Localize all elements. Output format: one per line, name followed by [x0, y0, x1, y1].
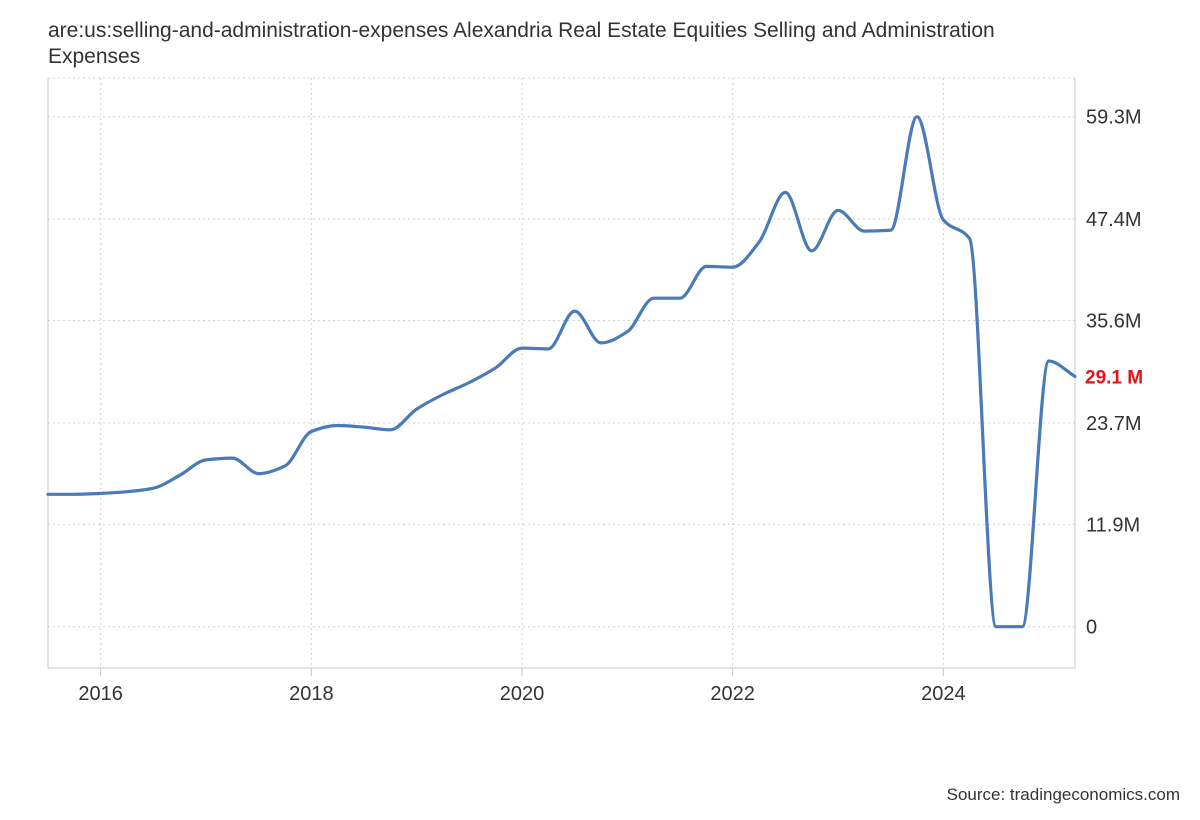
x-tick-label: 2024: [921, 683, 966, 705]
x-tick-label: 2016: [78, 683, 123, 705]
chart-title: are:us:selling-and-administration-expens…: [48, 19, 995, 68]
x-tick-label: 2020: [500, 683, 545, 705]
y-tick-label: 59.3M: [1086, 107, 1142, 129]
x-tick-label: 2022: [710, 683, 755, 705]
grid-lines: [48, 77, 1075, 668]
y-tick-label: 11.9M: [1086, 514, 1140, 536]
y-tick-label: 0: [1086, 617, 1097, 639]
series-layer: [46, 115, 1077, 629]
series-line: [46, 115, 1077, 629]
y-tick-label: 47.4M: [1086, 209, 1142, 231]
source-credit: Source: tradingeconomics.com: [946, 785, 1180, 804]
y-tick-label: 35.6M: [1086, 311, 1142, 333]
y-tick-label: 23.7M: [1086, 413, 1142, 435]
tick-labels: 0 11.9M 23.7M 35.6M 47.4M 59.3M 2016 2018 2020 20…: [78, 107, 1143, 705]
last-value-label: 29.1 M: [1085, 367, 1143, 388]
x-tick-label: 2018: [289, 683, 334, 705]
axes: [47, 78, 1076, 676]
